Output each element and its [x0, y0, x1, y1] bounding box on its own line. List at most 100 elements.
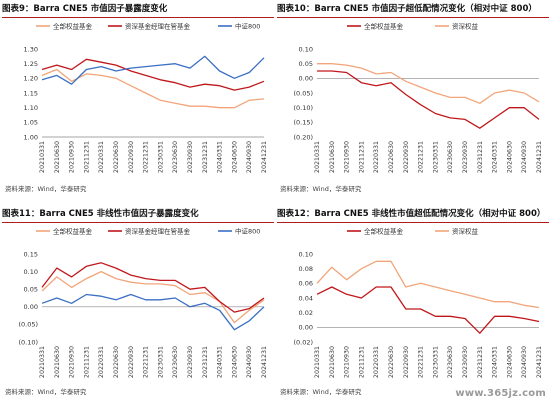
legend-label: 全部权益基金: [53, 227, 93, 236]
legend: 全部权益基金 资深权益: [347, 227, 479, 236]
x-tick-label: 20241231: [536, 141, 543, 173]
x-tick-label: 20210630: [329, 346, 336, 378]
y-tick-label: (0.15): [293, 119, 313, 127]
line-chart: 全部权益基金 资深基金经理在管基金 中证800 0.15 0.10 0.05 0.00 (0.…: [18, 227, 268, 379]
chart-panel-4: 图表12：Barra CNE5 非线性市值超低配情况变化（相对中证 800） 全…: [277, 206, 549, 404]
legend-label: 中证800: [235, 22, 260, 31]
source-note: 资料来源：Wind，华泰研究: [280, 185, 362, 193]
y-tick-label: 1.20: [24, 75, 38, 83]
source-note: 资料来源：Wind，华泰研究: [5, 185, 87, 193]
x-tick-label: 20240630: [231, 141, 238, 173]
x-tick-label: 20240930: [521, 346, 528, 378]
y-tick-label: (0.05): [18, 321, 38, 329]
x-tick-label: 20240930: [521, 141, 528, 173]
series-line: [41, 55, 265, 85]
x-tick-label: 20220331: [98, 141, 105, 173]
y-tick-label: 1.10: [24, 104, 38, 112]
x-tick-label: 20210930: [69, 346, 76, 378]
legend-label: 中证800: [235, 227, 260, 236]
x-tick-label: 20220630: [113, 141, 120, 173]
series-line: [41, 262, 265, 313]
x-tick-label: 20220630: [388, 346, 395, 378]
x-tick-label: 20230331: [432, 346, 439, 378]
legend-label: 资深权益: [452, 227, 479, 236]
legend-label: 全部权益基金: [53, 22, 93, 31]
y-tick-label: 0.00: [299, 324, 313, 332]
x-tick-label: 20210930: [344, 346, 351, 378]
y-tick-label: 1.25: [24, 60, 38, 68]
y-tick-label: 0.00: [24, 303, 38, 311]
x-tick-label: 20210630: [54, 346, 61, 378]
x-tick-label: 20210930: [69, 141, 76, 173]
series-line: [317, 63, 540, 104]
legend-label: 资深基金经理在管基金: [125, 22, 191, 31]
legend-label: 资深权益: [452, 22, 479, 31]
legend-label: 资深基金经理在管基金: [125, 227, 191, 236]
series-line: [41, 58, 265, 91]
x-tick-label: 20221231: [418, 141, 425, 173]
legend-label: 全部权益基金: [364, 227, 404, 236]
x-tick-label: 20210630: [54, 141, 61, 173]
x-tick-label: 20230930: [187, 141, 194, 173]
series-line: [41, 293, 265, 331]
figure-label: 图表10：: [277, 4, 315, 14]
y-tick-label: 0.04: [299, 294, 313, 302]
legend: 全部权益基金 资深权益: [347, 22, 479, 31]
legend: 全部权益基金 资深基金经理在管基金 中证800: [36, 227, 260, 236]
y-tick-label: (0.20): [293, 133, 313, 141]
y-tick-label: 0.02: [299, 309, 313, 317]
watermark-text: www.365jz.com: [455, 388, 546, 399]
x-tick-label: 20210331: [314, 141, 321, 173]
x-tick-label: 20240331: [217, 346, 224, 378]
chart-title: Barra CNE5 市值因子超低配情况变化（相对中证 800）: [314, 4, 537, 14]
source-note: 资料来源：Wind，华泰研究: [5, 388, 87, 396]
x-tick-label: 20230930: [462, 141, 469, 173]
x-tick-label: 20230630: [172, 141, 179, 173]
x-tick-label: 20240630: [231, 346, 238, 378]
x-tick-label: 20220930: [128, 141, 135, 173]
x-tick-label: 20240930: [246, 346, 253, 378]
x-tick-label: 20221231: [143, 141, 150, 173]
y-tick-label: (0.02): [293, 338, 313, 346]
y-tick-label: (0.05): [293, 89, 313, 97]
series-line: [316, 260, 540, 309]
x-tick-label: 20211231: [83, 346, 90, 378]
line-chart: 全部权益基金 资深权益 0.10 0.08 0.06 0.04 0.02 0.00 (0.02)…: [293, 227, 543, 379]
x-tick-label: 20231231: [477, 141, 484, 173]
line-chart: 全部权益基金 资深基金经理在管基金 中证800 1.00 1.05 1.10 1.15 1.2…: [24, 22, 268, 174]
panel-title: 图表10：Barra CNE5 市值因子超低配情况变化（相对中证 800）: [277, 1, 549, 18]
y-tick-label: 0.05: [24, 286, 38, 294]
x-tick-label: 20220930: [403, 346, 410, 378]
chart-panel-3: 图表11：Barra CNE5 非线性市值因子暴露度变化 全部权益基金 资深基金经…: [2, 206, 274, 404]
y-tick-label: 0.08: [299, 265, 313, 273]
chart-title: Barra CNE5 非线性市值超低配情况变化（相对中证 800）: [314, 209, 546, 219]
figure-label: 图表11：: [2, 209, 40, 219]
figure-label: 图表9：: [2, 4, 34, 14]
y-tick-label: 0.10: [299, 45, 313, 53]
panel-title: 图表12：Barra CNE5 非线性市值超低配情况变化（相对中证 800）: [277, 206, 549, 223]
x-tick-label: 20220331: [98, 346, 105, 378]
panel-title: 图表9：Barra CNE5 市值因子暴露度变化: [2, 1, 274, 18]
x-tick-label: 20210331: [39, 141, 46, 173]
x-tick-label: 20220331: [373, 141, 380, 173]
x-tick-label: 20230331: [157, 141, 164, 173]
x-tick-label: 20211231: [358, 346, 365, 378]
y-tick-label: 1.15: [24, 89, 38, 97]
y-tick-label: 0.10: [24, 268, 38, 276]
x-tick-label: 20221231: [418, 346, 425, 378]
x-tick-label: 20240331: [217, 141, 224, 173]
chart-title: Barra CNE5 市值因子暴露度变化: [33, 4, 168, 14]
x-tick-label: 20240930: [246, 141, 253, 173]
x-tick-label: 20210331: [314, 346, 321, 378]
x-tick-label: 20240331: [492, 141, 499, 173]
chart-title: Barra CNE5 非线性市值因子暴露度变化: [39, 209, 199, 219]
x-tick-label: 20220930: [128, 346, 135, 378]
y-tick-label: 0.15: [24, 250, 38, 258]
chart-panel-2: 图表10：Barra CNE5 市值因子超低配情况变化（相对中证 800） 全部…: [277, 1, 549, 199]
x-tick-label: 20241231: [536, 346, 543, 378]
x-tick-label: 20210630: [329, 141, 336, 173]
x-tick-label: 20230930: [187, 346, 194, 378]
x-tick-label: 20210930: [344, 141, 351, 173]
x-tick-label: 20241231: [261, 346, 268, 378]
x-tick-label: 20211231: [83, 141, 90, 173]
